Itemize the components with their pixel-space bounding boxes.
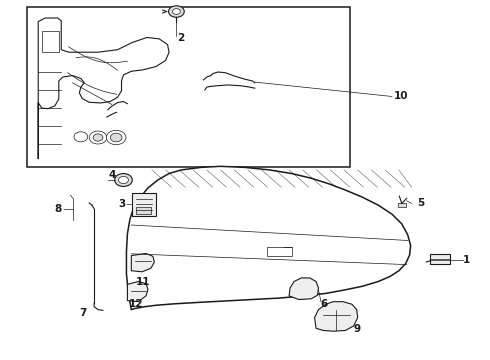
Text: 8: 8 — [54, 204, 61, 214]
Polygon shape — [38, 18, 169, 159]
Text: 4: 4 — [108, 170, 116, 180]
Text: 7: 7 — [79, 308, 87, 318]
Bar — [42, 31, 59, 52]
Circle shape — [89, 131, 107, 144]
Bar — [136, 207, 151, 214]
Bar — [267, 247, 292, 256]
Text: 9: 9 — [353, 324, 360, 334]
Circle shape — [110, 133, 122, 142]
Text: 12: 12 — [129, 299, 144, 309]
Text: 11: 11 — [136, 276, 150, 287]
Text: 5: 5 — [417, 198, 424, 208]
Text: 3: 3 — [118, 199, 125, 210]
Bar — [132, 193, 156, 216]
Polygon shape — [289, 278, 318, 300]
Text: 6: 6 — [321, 299, 328, 309]
Bar — [398, 203, 406, 207]
Circle shape — [74, 132, 88, 142]
Polygon shape — [127, 282, 148, 302]
Circle shape — [172, 9, 180, 14]
Bar — [27, 7, 350, 167]
Text: 1: 1 — [463, 255, 470, 265]
Circle shape — [115, 174, 132, 186]
Circle shape — [106, 130, 126, 145]
Text: 2: 2 — [177, 33, 184, 43]
Polygon shape — [126, 166, 411, 310]
Circle shape — [169, 6, 184, 17]
Circle shape — [119, 176, 128, 184]
Circle shape — [93, 134, 103, 141]
Polygon shape — [131, 253, 154, 272]
Text: 10: 10 — [393, 91, 408, 102]
Bar — [430, 254, 450, 264]
Polygon shape — [315, 302, 358, 331]
